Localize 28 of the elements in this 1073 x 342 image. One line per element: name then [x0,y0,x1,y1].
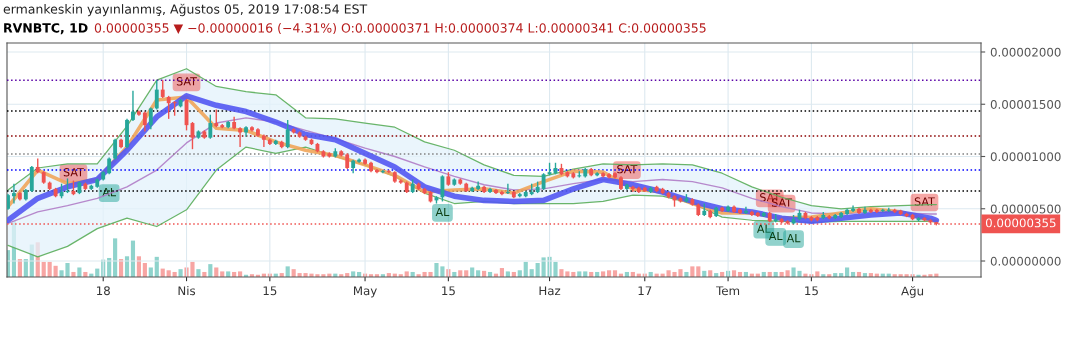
annotation: SAT [176,77,197,86]
annotation: AL [768,231,783,241]
x-tick-label: 15 [442,286,455,296]
annotation: SAT [914,197,935,206]
y-tick-label: 0.00002000 [990,47,1061,57]
chart-title: RVNBTC, 1D [4,23,88,35]
text: ermankeskin yayınlanmış, Ağustos 05, 2019 17:08:54 EST [3,3,368,17]
x-tick-label: 15 [263,286,277,296]
x-tick-label: 18 [97,286,110,296]
y-tick-label: 0.00000500 [990,204,1061,214]
annotation: SAT [617,164,638,174]
x-tick-label: Ağu [901,286,924,298]
x-tick-label: 15 [805,286,818,296]
y-tick-label: 0.00001000 [990,152,1061,162]
annotation: SAT [63,168,84,177]
annotation: AL [756,224,771,233]
annotation: AL [435,207,450,216]
chart-subtitle: 0.00000355 ▼ −0.00000016 (−4.31%) O:0.00000371 H:0.00000374 L:0.00000341 C:0.00000355 [94,22,706,35]
x-tick-label: May [354,286,377,298]
x-tick-label: Haz [539,286,561,296]
x-tick-label: 17 [638,286,652,295]
y-tick-label: 0.00000000 [990,256,1061,266]
x-tick-label: Nis [178,286,196,296]
x-tick-label: Tem [716,286,740,296]
annotation: AL [102,188,116,197]
annotation: AL [786,234,801,243]
ref-line-label: 0.00000355 [985,218,1056,228]
y-tick-label: 0.00001500 [990,99,1061,109]
